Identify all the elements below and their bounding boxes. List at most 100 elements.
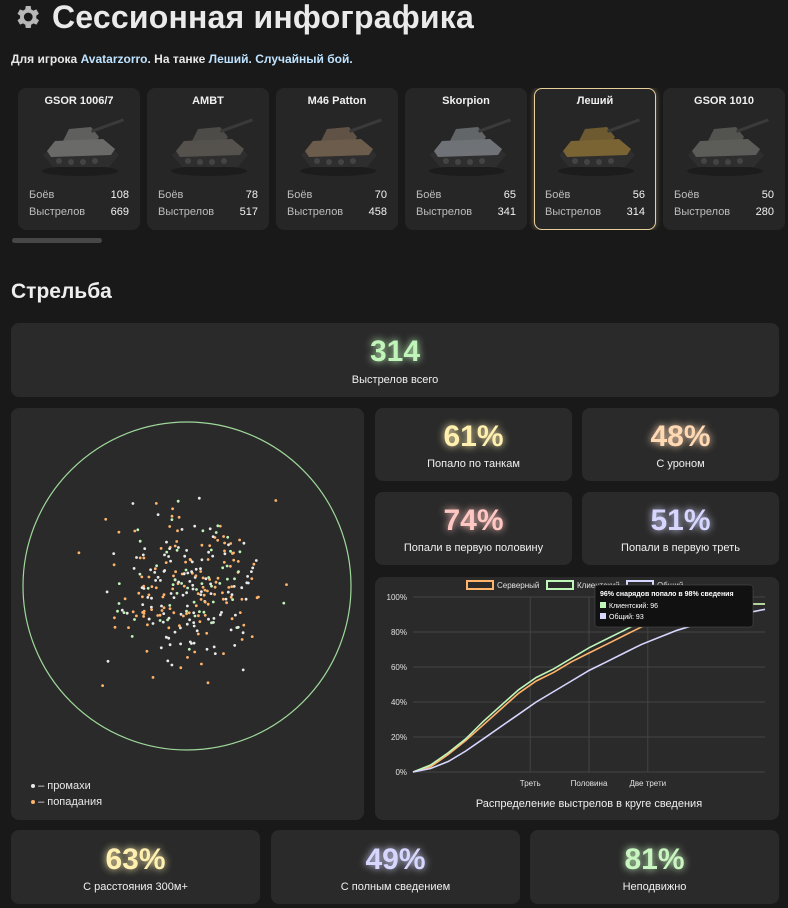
hit-point — [225, 601, 229, 605]
hit-point — [184, 568, 188, 572]
y-tick-label: 60% — [391, 663, 407, 672]
hit-point — [197, 614, 200, 618]
stat-value: 51% — [650, 504, 711, 537]
bottom-stat-card: 81% Неподвижно — [530, 830, 779, 904]
miss-point — [167, 555, 171, 558]
tank-card[interactable]: M46 Patton Боёв 70 Выстрелов 458 — [276, 88, 398, 230]
miss-point — [183, 554, 187, 558]
hit-point — [113, 616, 116, 620]
legend-hit-label: – попадания — [38, 796, 103, 808]
battle-mode: . Случайный бой. — [248, 52, 353, 66]
hit-point — [140, 575, 144, 579]
hit-point — [194, 604, 198, 608]
tank-card[interactable]: AMBT Боёв 78 Выстрелов 517 — [147, 88, 269, 230]
miss-point — [153, 571, 157, 574]
tank-shots-row: Выстрелов 341 — [416, 206, 516, 218]
miss-point — [233, 644, 237, 647]
tank-battles-label: Боёв — [158, 189, 184, 201]
miss-point — [254, 559, 258, 562]
miss-point — [227, 543, 230, 547]
tooltip-row: Общий: 93 — [609, 613, 644, 621]
hit-point — [170, 518, 174, 521]
miss-point — [208, 527, 212, 531]
miss-point — [140, 586, 144, 589]
tank-battles-value: 65 — [503, 189, 516, 201]
miss-point — [147, 617, 151, 621]
hit-point — [206, 589, 209, 593]
gear-icon[interactable] — [12, 2, 42, 32]
hit-point — [135, 614, 138, 618]
hit-point — [161, 595, 165, 599]
legend-swatch — [466, 580, 494, 590]
miss-point — [186, 604, 189, 608]
miss-point — [159, 646, 163, 650]
hit-point — [214, 531, 218, 534]
hit-point — [177, 515, 181, 519]
hit-point — [223, 549, 226, 553]
miss-point — [205, 647, 209, 651]
miss-point — [179, 642, 183, 646]
miss-point — [169, 592, 173, 595]
hit-point — [192, 600, 196, 604]
subtitle-tank-prefix: . На танке — [147, 52, 206, 66]
miss-point — [199, 567, 202, 570]
stat-card: 48% С уроном — [582, 408, 779, 481]
hit-point — [225, 564, 229, 568]
hit-point — [230, 617, 234, 621]
y-tick-label: 80% — [391, 628, 407, 637]
miss-point — [251, 566, 255, 570]
miss-point — [192, 624, 196, 628]
hit-point — [200, 543, 204, 547]
hit-point — [214, 580, 218, 584]
miss-point — [200, 558, 204, 562]
tank-carousel-scrollbar[interactable] — [12, 238, 102, 243]
hit-point — [178, 624, 181, 628]
tank-shots-label: Выстрелов — [674, 206, 731, 218]
miss-point — [167, 636, 171, 640]
legend-swatch — [546, 580, 574, 590]
miss-point — [199, 593, 203, 596]
miss-point — [105, 590, 109, 594]
hit-point — [184, 560, 188, 564]
miss-point — [169, 559, 173, 563]
hit-point — [193, 614, 197, 618]
miss-point — [241, 631, 245, 635]
hit-point — [202, 610, 206, 614]
hit-point — [117, 602, 121, 605]
hit-point — [188, 558, 192, 561]
miss-point — [135, 556, 138, 559]
tank-card[interactable]: Skorpion Боёв 65 Выстрелов 341 — [405, 88, 527, 230]
miss-point — [220, 611, 223, 614]
miss-point — [164, 635, 168, 639]
tank-card[interactable]: Леший Боёв 56 Выстрелов 314 — [534, 88, 656, 230]
tank-card[interactable]: GSOR 1010 Боёв 50 Выстрелов 280 — [663, 88, 785, 230]
hit-point — [216, 538, 220, 542]
hit-point — [221, 597, 225, 601]
hit-point — [196, 592, 200, 595]
tank-battles-label: Боёв — [416, 189, 442, 201]
hit-point — [237, 570, 240, 573]
hit-point — [113, 625, 117, 629]
miss-point — [219, 613, 222, 617]
hit-point — [203, 588, 207, 592]
hit-point — [130, 635, 134, 638]
hit-point — [175, 548, 179, 552]
hit-point — [194, 574, 198, 578]
stat-value: 48% — [650, 420, 711, 453]
hit-point — [229, 564, 232, 568]
miss-point — [180, 528, 184, 531]
hit-point — [180, 582, 184, 585]
miss-point — [185, 622, 189, 626]
hit-point — [147, 593, 151, 597]
hit-point — [229, 549, 232, 553]
hit-point — [160, 609, 164, 612]
x-tick-label: Треть — [520, 779, 541, 788]
hit-point — [233, 577, 236, 581]
miss-point — [242, 541, 246, 545]
hit-point — [179, 666, 183, 670]
tank-card[interactable]: GSOR 1006/7 Боёв 108 Выстрелов 669 — [18, 88, 140, 230]
hit-point — [150, 608, 154, 611]
hit-point — [176, 499, 180, 503]
tank-battles-row: Боёв 65 — [416, 189, 516, 201]
tank-carousel[interactable]: GSOR 1006/7 Боёв 108 Выстрелов 669 AMBT Боёв 78… — [18, 88, 788, 230]
